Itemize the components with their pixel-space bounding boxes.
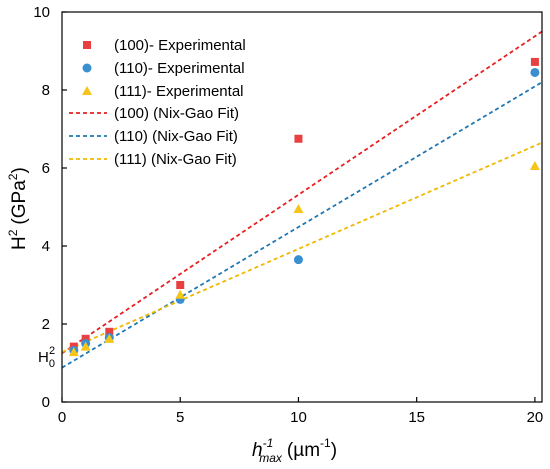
x-axis-title-unit-sup: -1 [320,436,331,450]
y-tick-label: 0 [42,394,50,411]
data-point-triangle [68,347,79,357]
data-point-triangle [80,341,91,351]
data-point-square [530,57,539,66]
legend-item-110-exp: (110)- Experimental [82,60,245,77]
x-axis-title-sub: max [259,451,283,465]
y-tick-label: 10 [33,4,50,21]
legend-label-100-exp: (100)- Experimental [114,37,246,54]
x-axis-title-base: h [252,440,263,461]
data-point-triangle [529,161,540,171]
legend-label-100-fit: (100) (Nix-Gao Fit) [114,105,239,122]
legend-circle-marker [82,63,92,73]
legend: (100)- Experimental (110)- Experimental … [69,37,246,168]
y-axis-title-base: H [9,236,30,250]
y-axis-title-unit-sup: 2 [6,173,20,180]
y-tick-label: 2 [42,316,50,333]
y-tick-label: 6 [42,160,50,177]
legend-triangle-marker [82,86,92,95]
y-axis-title-close: ) [9,167,30,173]
data-point-square [176,281,185,289]
h0-label-base: H [38,349,49,366]
y-axis-title-unit: (GPa [9,180,30,225]
legend-label-111-exp: (111)- Experimental [114,83,244,100]
h0-label-sup: 2 [49,345,55,357]
data-point-square [81,334,90,343]
fit-line-2 [61,141,543,353]
y-axis-title: H2(GPa2) [6,167,30,250]
y-tick-label: 8 [42,82,50,99]
data-point-triangle [104,333,115,343]
legend-item-111-exp: (111)- Experimental [82,83,244,100]
x-tick-label: 10 [290,409,307,426]
fit-line-0 [61,30,543,354]
y-tick-label: 4 [42,238,50,255]
fit-line-1 [61,81,543,369]
x-tick-label: 5 [176,409,184,426]
data-point-square [105,327,114,336]
x-tick-label: 15 [408,409,425,426]
data-markers [68,57,540,357]
legend-square-marker [83,41,91,49]
x-axis-title: h-1 max (µm-1) [252,436,337,465]
data-point-triangle [293,203,304,213]
y-axis-title-sup: 2 [6,229,20,236]
h0-label: H02 [38,345,55,370]
legend-label-110-exp: (110)- Experimental [114,60,245,77]
data-point-square [294,134,303,143]
fit-lines [61,30,543,369]
legend-item-100-exp: (100)- Experimental [83,37,246,54]
legend-item-111-fit: (111) (Nix-Gao Fit) [69,151,237,168]
data-point-circle [293,255,303,265]
legend-label-110-fit: (110) (Nix-Gao Fit) [114,128,238,145]
plot-area-frame [61,11,543,403]
data-point-triangle [175,289,186,299]
h0-label-sub: 0 [49,358,55,370]
x-tick-label: 20 [527,409,544,426]
x-axis-title-unit: (µm [287,440,320,461]
legend-item-110-fit: (110) (Nix-Gao Fit) [69,128,238,145]
x-axis-title-close: ) [331,440,337,461]
legend-label-111-fit: (111) (Nix-Gao Fit) [114,151,237,168]
x-tick-label: 0 [58,409,66,426]
legend-item-100-fit: (100) (Nix-Gao Fit) [69,105,239,122]
x-axis-title-sup: -1 [263,436,274,450]
data-point-circle [530,67,540,77]
